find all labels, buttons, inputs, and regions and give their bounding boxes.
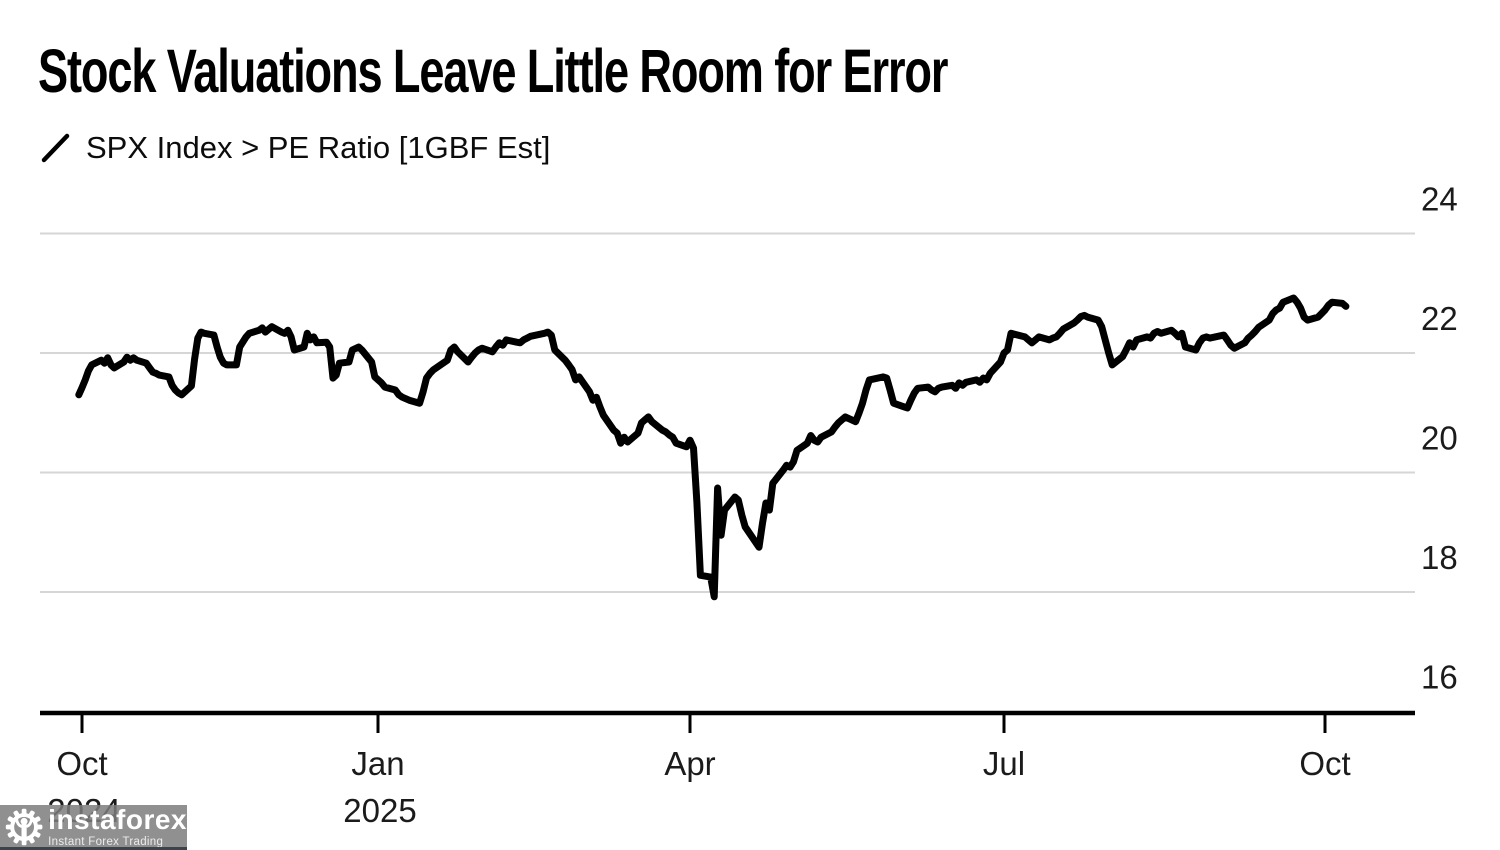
watermark-brand: instaforex <box>48 803 187 835</box>
watermark: instaforex Instant Forex Trading <box>0 805 187 848</box>
y-axis-label: 24 <box>1421 181 1458 218</box>
watermark-bottom-strip <box>0 847 187 850</box>
chart-title: Stock Valuations Leave Little Room for E… <box>38 37 948 105</box>
x-tick-label: Jan <box>351 745 404 782</box>
watermark-text: instaforex Instant Forex Trading <box>48 803 187 848</box>
y-axis-label: 22 <box>1421 300 1458 337</box>
y-axis-label: 20 <box>1421 420 1458 457</box>
y-axis-label: 18 <box>1421 539 1458 576</box>
diagonal-line-icon <box>41 133 70 163</box>
x-tick-label: Oct <box>1299 745 1350 782</box>
x-tick-label: Jul <box>983 745 1025 782</box>
y-axis-label: 16 <box>1421 659 1458 696</box>
x-tick-label: Apr <box>664 745 715 782</box>
x-tick-sublabel: 2025 <box>343 792 416 829</box>
gear-person-icon <box>5 808 43 845</box>
chart-legend: SPX Index > PE Ratio [1GBF Est] <box>40 130 550 166</box>
series-line <box>75 294 1350 601</box>
watermark-tagline: Instant Forex Trading <box>48 835 164 848</box>
legend-series-label: SPX Index > PE Ratio [1GBF Est] <box>86 130 551 165</box>
x-tick-label: Oct <box>56 745 107 782</box>
